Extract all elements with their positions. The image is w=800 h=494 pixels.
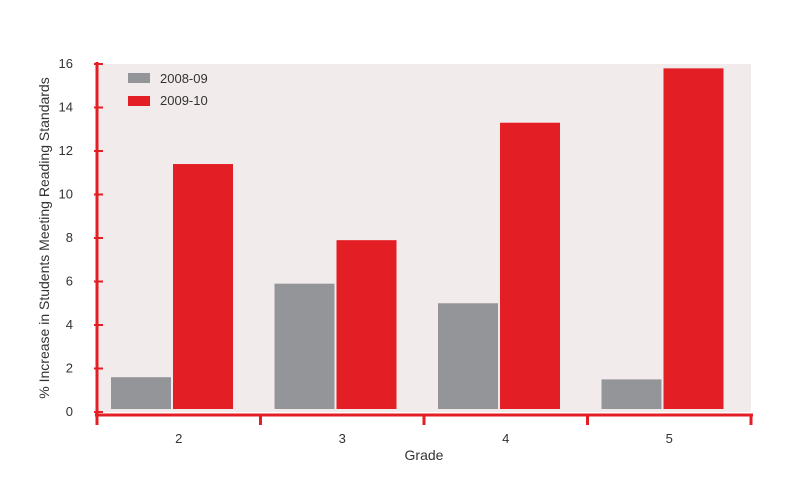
y-tick-label: 16: [59, 56, 73, 71]
y-tick-label: 12: [59, 143, 73, 158]
x-tick-labels: 2 3 4 5: [95, 415, 753, 446]
x-tick-label: 5: [666, 431, 673, 446]
y-tick-label: 2: [66, 361, 73, 376]
bar-2009-10-grade-3: [336, 240, 397, 409]
x-tick-label: 4: [502, 431, 509, 446]
bar-2008-09-grade-3: [274, 283, 335, 409]
legend-swatch-2008-09: [128, 73, 150, 83]
y-tick-label: 14: [59, 100, 73, 115]
bar-2008-09-grade-2: [111, 377, 171, 409]
y-tick-label: 10: [59, 187, 73, 202]
y-tick-label: 8: [66, 230, 73, 245]
y-tick-label: 0: [66, 404, 73, 419]
bar-2009-10-grade-5: [663, 68, 724, 409]
y-axis-title: % Increase in Students Meeting Reading S…: [36, 77, 52, 398]
x-tick-label: 3: [339, 431, 346, 446]
bar-2008-09-grade-5: [601, 379, 662, 409]
bar-2009-10-grade-2: [173, 164, 233, 409]
y-tick-label: 4: [66, 317, 73, 332]
bar-2008-09-grade-4: [438, 303, 498, 409]
bars-group: [111, 68, 724, 409]
legend-label-2009-10: 2009-10: [160, 93, 208, 108]
y-tick-labels: 0 2 4 6 8 10 12 14 16: [59, 56, 103, 419]
x-tick-label: 2: [175, 431, 182, 446]
y-tick-label: 6: [66, 274, 73, 289]
legend-swatch-2009-10: [128, 96, 150, 106]
legend: 2008-09 2009-10: [128, 71, 208, 108]
bar-2009-10-grade-4: [500, 122, 560, 409]
legend-label-2008-09: 2008-09: [160, 71, 208, 86]
x-axis-title: Grade: [405, 447, 444, 463]
